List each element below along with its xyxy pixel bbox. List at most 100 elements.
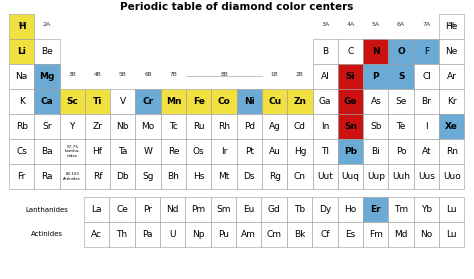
Text: Br: Br	[421, 97, 431, 106]
Text: Ta: Ta	[118, 147, 128, 156]
Text: Cl: Cl	[422, 72, 431, 81]
Text: Lu: Lu	[447, 205, 457, 214]
Bar	[109, 197, 135, 222]
Text: Sn: Sn	[344, 122, 357, 131]
Text: At: At	[422, 147, 431, 156]
Text: Cn: Cn	[294, 172, 306, 181]
Text: Pa: Pa	[142, 230, 153, 239]
Text: O: O	[397, 47, 405, 56]
Text: Ni: Ni	[244, 97, 255, 106]
Text: Pd: Pd	[244, 122, 255, 131]
Bar	[236, 222, 262, 247]
Text: B: B	[322, 47, 328, 56]
Text: Pr: Pr	[143, 205, 152, 214]
Text: Na: Na	[16, 72, 28, 81]
Text: Ti: Ti	[93, 97, 102, 106]
Text: Uup: Uup	[367, 172, 385, 181]
Text: Sb: Sb	[370, 122, 382, 131]
Text: Al: Al	[321, 72, 329, 81]
Text: Ge: Ge	[344, 97, 357, 106]
Text: Ba: Ba	[41, 147, 53, 156]
Text: Uuh: Uuh	[392, 172, 410, 181]
Text: 3A: 3A	[321, 21, 329, 27]
Text: Bk: Bk	[294, 230, 305, 239]
Text: Periodic table of diamond color centers: Periodic table of diamond color centers	[120, 2, 354, 12]
Bar	[363, 222, 388, 247]
Text: Cf: Cf	[320, 230, 329, 239]
Text: Fe: Fe	[193, 97, 205, 106]
Text: Ar: Ar	[447, 72, 456, 81]
Text: 7A: 7A	[422, 21, 430, 27]
Text: Uuq: Uuq	[342, 172, 360, 181]
Bar	[109, 222, 135, 247]
Text: 6A: 6A	[397, 21, 405, 27]
Bar	[363, 139, 389, 164]
Bar	[388, 222, 414, 247]
Text: Sm: Sm	[216, 205, 231, 214]
Bar	[388, 197, 414, 222]
Text: Db: Db	[117, 172, 129, 181]
Text: Ac: Ac	[91, 230, 102, 239]
Text: 5B: 5B	[119, 71, 127, 76]
Text: 4A: 4A	[346, 21, 355, 27]
Bar	[110, 114, 136, 139]
Bar	[414, 197, 439, 222]
Text: Uus: Uus	[418, 172, 435, 181]
Bar	[211, 197, 236, 222]
Bar	[60, 89, 85, 114]
Bar	[439, 114, 465, 139]
Bar	[211, 114, 237, 139]
Bar	[262, 139, 287, 164]
Bar	[9, 39, 34, 64]
Text: Cm: Cm	[267, 230, 282, 239]
Text: Er: Er	[370, 205, 381, 214]
Text: Ne: Ne	[446, 47, 458, 56]
Text: Ir: Ir	[221, 147, 227, 156]
Bar	[287, 139, 312, 164]
Bar	[312, 89, 338, 114]
Text: 2B: 2B	[296, 71, 304, 76]
Text: Cu: Cu	[268, 97, 281, 106]
Text: Lu: Lu	[447, 230, 457, 239]
Bar	[85, 139, 110, 164]
Bar	[312, 197, 337, 222]
Text: Be: Be	[41, 47, 53, 56]
Text: Au: Au	[269, 147, 281, 156]
Bar	[337, 197, 363, 222]
Bar	[439, 164, 465, 189]
Bar	[34, 164, 60, 189]
Text: Rh: Rh	[218, 122, 230, 131]
Text: Es: Es	[345, 230, 356, 239]
Text: Hg: Hg	[294, 147, 306, 156]
Text: 83-103
Actinides: 83-103 Actinides	[64, 172, 81, 181]
Bar	[262, 197, 287, 222]
Text: Y: Y	[70, 122, 75, 131]
Text: Tc: Tc	[169, 122, 178, 131]
Bar	[287, 114, 312, 139]
Bar	[312, 114, 338, 139]
Text: As: As	[371, 97, 381, 106]
Bar	[237, 89, 262, 114]
Bar	[34, 39, 60, 64]
Bar	[389, 164, 414, 189]
Bar	[389, 39, 414, 64]
Text: Rg: Rg	[269, 172, 281, 181]
Bar	[85, 164, 110, 189]
Text: Te: Te	[396, 122, 406, 131]
Bar	[186, 89, 211, 114]
Text: Sg: Sg	[142, 172, 154, 181]
Text: Fm: Fm	[369, 230, 383, 239]
Text: Md: Md	[394, 230, 408, 239]
Bar	[9, 14, 34, 39]
Bar	[136, 139, 161, 164]
Bar	[414, 222, 439, 247]
Bar	[236, 197, 262, 222]
Bar	[439, 64, 465, 89]
Bar	[338, 139, 363, 164]
Bar	[312, 164, 338, 189]
Text: Zr: Zr	[92, 122, 102, 131]
Bar	[136, 114, 161, 139]
Text: 8B: 8B	[220, 71, 228, 76]
Text: Gd: Gd	[268, 205, 281, 214]
Text: Dy: Dy	[319, 205, 331, 214]
